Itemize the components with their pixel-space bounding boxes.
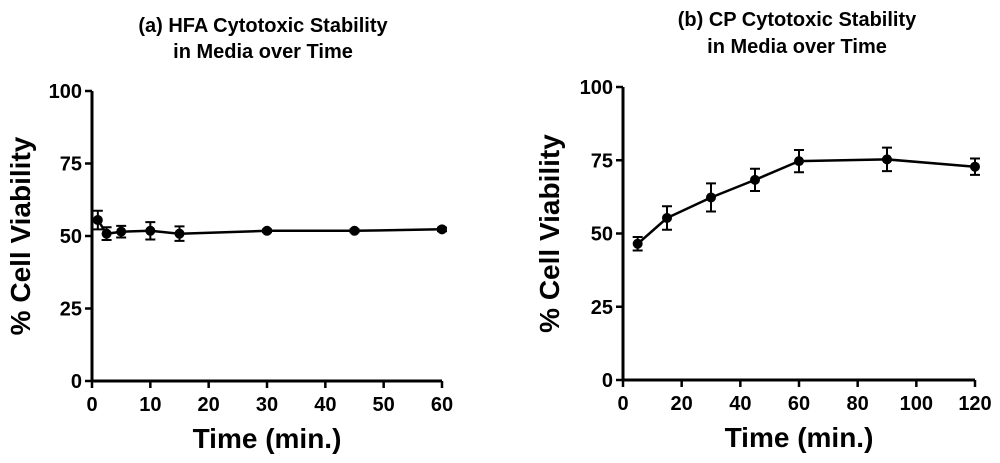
y-axis-label: % Cell Viability — [534, 134, 565, 333]
x-tick-label: 80 — [847, 393, 869, 415]
chart-title-line-2: in Media over Time — [707, 36, 887, 58]
x-tick-label: 40 — [729, 393, 751, 415]
data-point — [437, 224, 447, 235]
x-tick-label: 0 — [86, 394, 97, 416]
data-point — [92, 215, 103, 226]
data-point — [750, 174, 760, 185]
y-tick-label: 25 — [591, 297, 613, 319]
data-point — [794, 156, 804, 167]
x-axis-label: Time (min.) — [725, 422, 874, 453]
x-tick-label: 30 — [256, 394, 278, 416]
x-tick-label: 10 — [139, 394, 161, 416]
y-tick-label: 100 — [49, 81, 82, 103]
y-tick-label: 0 — [602, 370, 613, 392]
x-tick-label: 120 — [958, 393, 991, 415]
data-point — [882, 154, 892, 165]
y-tick-label: 50 — [60, 226, 82, 248]
chart-title-line-2: in Media over Time — [173, 41, 353, 63]
y-tick-label: 50 — [591, 224, 613, 246]
x-tick-label: 60 — [431, 394, 453, 416]
x-tick-label: 40 — [314, 394, 336, 416]
x-tick-label: 100 — [900, 393, 933, 415]
y-tick-label: 75 — [591, 150, 613, 172]
y-tick-label: 75 — [60, 154, 82, 176]
data-point — [101, 228, 112, 239]
x-tick-label: 60 — [788, 393, 810, 415]
x-axis-label: Time (min.) — [193, 423, 342, 454]
data-point — [262, 225, 272, 236]
y-tick-label: 0 — [71, 371, 82, 393]
data-point — [632, 238, 643, 249]
x-tick-label: 50 — [373, 394, 395, 416]
chart-panel-a: (a) HFA Cytotoxic Stability in Media over… — [5, 15, 453, 454]
data-point — [116, 226, 127, 237]
y-axis-label: % Cell Viability — [5, 136, 36, 335]
chart-title-line-1: (b) CP Cytotoxic Stability — [678, 9, 917, 31]
y-tick-label: 100 — [580, 77, 613, 99]
series-line — [636, 158, 976, 245]
y-tick-label: 25 — [60, 299, 82, 321]
data-point — [174, 228, 185, 239]
chart-title-line-1: (a) HFA Cytotoxic Stability — [138, 15, 388, 37]
chart-panel-b: (b) CP Cytotoxic Stability in Media over … — [534, 9, 992, 453]
data-point — [662, 212, 672, 223]
data-point — [970, 161, 980, 172]
x-tick-label: 20 — [198, 394, 220, 416]
data-point — [349, 225, 360, 236]
data-point — [145, 225, 156, 236]
data-point — [706, 192, 716, 203]
x-tick-label: 0 — [617, 393, 628, 415]
x-tick-label: 20 — [671, 393, 693, 415]
